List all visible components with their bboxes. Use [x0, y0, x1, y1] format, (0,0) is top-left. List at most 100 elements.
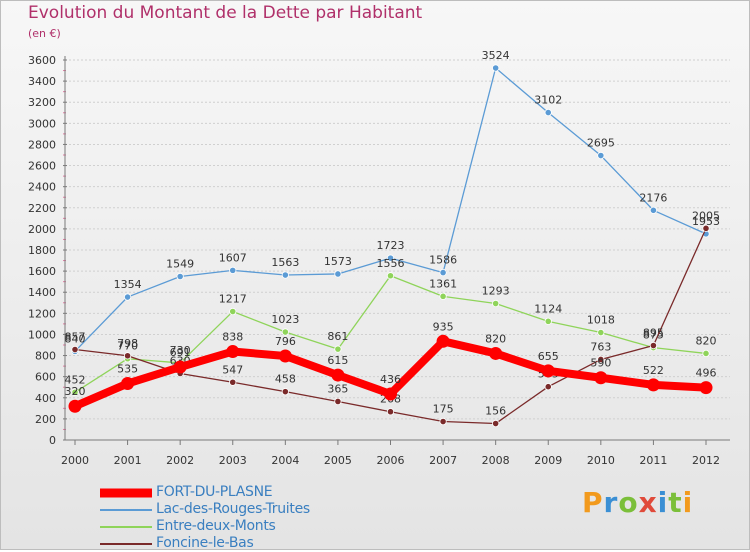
data-label-entre-deux-monts: 1018	[587, 314, 615, 327]
data-point-foncine-le-bas	[439, 417, 447, 426]
data-label-foncine-le-bas: 547	[222, 363, 243, 376]
y-tick-label: 1200	[28, 307, 56, 320]
legend-swatch	[100, 525, 152, 528]
data-point-foncine-le-bas	[281, 388, 289, 396]
data-label-lac-des-rouges-truites: 1586	[429, 254, 457, 267]
data-label-fort-du-plasne: 796	[275, 335, 296, 348]
data-label-fort-du-plasne: 655	[538, 350, 559, 363]
x-tick-label: 2012	[692, 454, 720, 467]
data-point-entre-deux-monts	[71, 388, 79, 396]
x-tick-label: 2001	[114, 454, 142, 467]
legend-label: Lac-des-Rouges-Truites	[156, 501, 310, 517]
x-tick-label: 2003	[219, 454, 247, 467]
y-tick-label: 800	[35, 350, 56, 363]
data-label-lac-des-rouges-truites: 1354	[114, 278, 142, 291]
data-label-foncine-le-bas: 175	[433, 403, 454, 416]
legend-swatch	[100, 542, 152, 545]
data-point-entre-deux-monts	[439, 292, 447, 300]
data-label-entre-deux-monts: 1217	[219, 293, 247, 306]
chart-title: Evolution du Montant de la Dette par Hab…	[28, 3, 423, 23]
x-tick-label: 2007	[429, 454, 457, 467]
data-label-entre-deux-monts: 1361	[429, 277, 457, 290]
data-label-foncine-le-bas: 895	[643, 327, 664, 340]
x-tick-label: 2000	[61, 454, 89, 467]
data-label-foncine-le-bas: 458	[275, 373, 296, 386]
x-tick-label: 2008	[482, 454, 510, 467]
data-point-entre-deux-monts	[281, 328, 289, 336]
y-tick-label: 1800	[28, 244, 56, 257]
data-point-entre-deux-monts	[544, 317, 552, 325]
series-line-lac-des-rouges-truites	[74, 67, 707, 352]
x-tick-label: 2011	[639, 454, 667, 467]
y-tick-label: 1000	[28, 328, 56, 341]
data-point-foncine-le-bas	[597, 355, 605, 364]
data-point-foncine-le-bas	[702, 224, 710, 232]
data-point-foncine-le-bas	[123, 352, 132, 360]
data-label-fort-du-plasne: 615	[327, 354, 348, 367]
data-point-lac-des-rouges-truites	[544, 108, 552, 117]
data-label-fort-du-plasne: 436	[380, 373, 401, 386]
data-label-fort-du-plasne: 590	[590, 357, 611, 370]
y-tick-label: 3200	[28, 96, 56, 109]
data-point-foncine-le-bas	[334, 397, 342, 406]
data-label-foncine-le-bas: 2005	[692, 209, 720, 222]
logo-letter: i	[682, 486, 694, 519]
data-label-lac-des-rouges-truites: 1573	[324, 255, 352, 268]
data-label-foncine-le-bas: 365	[327, 382, 348, 395]
data-label-entre-deux-monts: 861	[327, 330, 348, 343]
data-point-foncine-le-bas	[229, 378, 237, 386]
legend-swatch	[100, 488, 152, 497]
y-tick-label: 3000	[28, 117, 56, 130]
data-point-lac-des-rouges-truites	[123, 293, 132, 301]
data-label-lac-des-rouges-truites: 1549	[166, 257, 194, 270]
logo-letter: o	[618, 486, 639, 519]
data-point-entre-deux-monts	[229, 307, 237, 316]
data-label-lac-des-rouges-truites: 1563	[271, 256, 299, 269]
legend-label: FORT-DU-PLASNE	[156, 484, 273, 500]
data-point-lac-des-rouges-truites	[334, 270, 342, 278]
data-label-lac-des-rouges-truites: 2176	[639, 191, 667, 204]
data-point-entre-deux-monts	[702, 349, 710, 358]
data-label-fort-du-plasne: 935	[433, 320, 454, 333]
data-label-fort-du-plasne: 320	[65, 385, 86, 398]
x-tick-label: 2009	[534, 454, 562, 467]
data-point-foncine-le-bas	[649, 341, 658, 350]
y-tick-label: 2200	[28, 202, 56, 215]
data-label-entre-deux-monts: 1293	[482, 285, 510, 298]
data-point-fort-du-plasne	[646, 378, 660, 392]
data-label-lac-des-rouges-truites: 2695	[587, 137, 615, 150]
data-point-lac-des-rouges-truites	[229, 266, 237, 274]
data-label-entre-deux-monts: 1556	[377, 257, 405, 270]
logo-letter: t	[668, 486, 683, 519]
data-label-entre-deux-monts: 770	[117, 340, 138, 353]
y-tick-label: 400	[35, 392, 56, 405]
data-label-fort-du-plasne: 496	[696, 367, 717, 380]
y-tick-label: 200	[35, 413, 56, 426]
data-point-fort-du-plasne	[541, 364, 555, 378]
y-tick-label: 2400	[28, 181, 56, 194]
data-point-fort-du-plasne	[594, 371, 608, 385]
data-point-fort-du-plasne	[489, 346, 503, 360]
data-point-entre-deux-monts	[492, 299, 500, 308]
data-point-fort-du-plasne	[173, 360, 187, 374]
data-point-foncine-le-bas	[492, 419, 500, 428]
x-tick-label: 2010	[587, 454, 615, 467]
legend-label: Foncine-le-Bas	[156, 535, 254, 551]
y-tick-label: 2600	[28, 160, 56, 173]
data-point-fort-du-plasne	[226, 345, 240, 359]
data-label-lac-des-rouges-truites: 1953	[692, 215, 720, 228]
data-point-lac-des-rouges-truites	[281, 271, 289, 279]
data-label-fort-du-plasne: 522	[643, 364, 664, 377]
logo-letter: x	[638, 486, 658, 519]
proxiti-logo: Proxiti	[582, 486, 693, 519]
data-label-foncine-le-bas: 857	[65, 331, 86, 344]
data-point-fort-du-plasne	[278, 349, 292, 363]
data-label-entre-deux-monts: 452	[65, 373, 86, 386]
data-point-entre-deux-monts	[597, 328, 605, 337]
y-tick-label: 3400	[28, 75, 56, 88]
data-point-fort-du-plasne	[436, 334, 450, 348]
y-tick-label: 1400	[28, 286, 56, 299]
y-tick-label: 3600	[28, 54, 56, 67]
data-point-foncine-le-bas	[71, 345, 79, 354]
